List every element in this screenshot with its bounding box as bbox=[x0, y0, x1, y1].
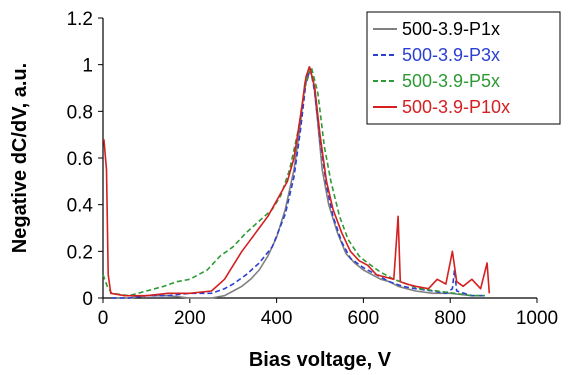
legend-label: 500-3.9-P5x bbox=[402, 71, 500, 91]
y-tick-label: 1.2 bbox=[67, 9, 93, 30]
x-tick-label: 0 bbox=[98, 308, 109, 329]
legend-label: 500-3.9-P3x bbox=[402, 45, 500, 65]
x-tick-label: 1000 bbox=[516, 308, 558, 329]
y-tick-label: 0.2 bbox=[67, 242, 93, 263]
chart-axes bbox=[98, 17, 538, 303]
tick-labels: 0 200 400 600 800 1000 0 0.2 0.4 0.6 0.8 1 1.2 bbox=[67, 9, 559, 329]
series-line-4 bbox=[103, 66, 491, 297]
legend-label: 500-3.9-P1x bbox=[402, 19, 500, 39]
series-line-2 bbox=[111, 68, 485, 299]
x-axis-title: Bias voltage, V bbox=[249, 349, 392, 371]
series-lines bbox=[102, 66, 491, 299]
legend-label: 500-3.9-P10x bbox=[402, 97, 510, 117]
y-tick-label: 1 bbox=[82, 56, 93, 77]
y-tick-label: 0.6 bbox=[67, 149, 93, 170]
x-tick-label: 200 bbox=[174, 308, 206, 329]
y-tick-label: 0 bbox=[82, 289, 93, 310]
x-tick-label: 400 bbox=[261, 308, 293, 329]
legend: 500-3.9-P1x 500-3.9-P3x 500-3.9-P5x 500-3.9… bbox=[366, 11, 561, 125]
y-tick-label: 0.4 bbox=[67, 196, 94, 217]
x-tick-label: 600 bbox=[348, 308, 380, 329]
x-tick-label: 800 bbox=[434, 308, 466, 329]
y-tick-label: 0.8 bbox=[67, 102, 93, 123]
y-axis-title: Negative dC/dV, a.u. bbox=[9, 63, 31, 253]
legend-box bbox=[366, 11, 561, 125]
